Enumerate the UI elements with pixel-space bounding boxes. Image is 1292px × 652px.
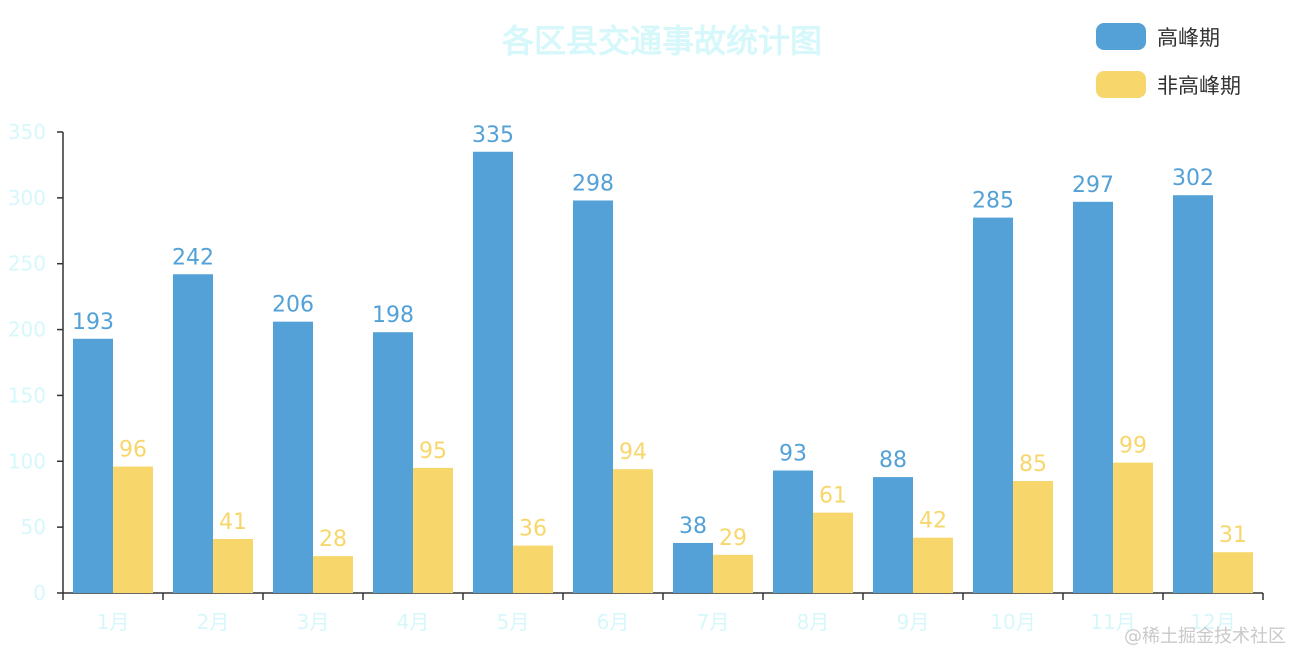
bar <box>913 537 953 593</box>
bar <box>773 470 813 593</box>
bar <box>613 469 653 593</box>
watermark: @稀土掘金技术社区 <box>1124 626 1286 647</box>
data-label: 95 <box>419 439 447 464</box>
bar <box>313 556 353 593</box>
bar <box>1013 481 1053 593</box>
bar <box>973 217 1013 593</box>
data-label: 36 <box>519 517 547 542</box>
y-tick-label: 150 <box>8 383 46 407</box>
y-tick-label: 0 <box>33 581 46 605</box>
y-tick-label: 200 <box>8 318 46 342</box>
bar <box>573 200 613 593</box>
data-label: 85 <box>1019 452 1047 477</box>
bar <box>873 477 913 593</box>
data-label: 302 <box>1172 166 1214 191</box>
y-axis: 0 50 100 150 200 250 300 350 <box>8 120 64 605</box>
data-label: 31 <box>1219 523 1247 548</box>
y-tick-label: 250 <box>8 252 46 276</box>
bar <box>813 512 853 593</box>
bar <box>213 538 253 593</box>
x-tick-label: 4月 <box>397 610 430 634</box>
bar <box>1113 462 1153 593</box>
data-label: 96 <box>119 438 147 463</box>
x-tick-label: 5月 <box>497 610 530 634</box>
legend-label: 非高峰期 <box>1157 74 1241 98</box>
x-tick-label: 10月 <box>990 610 1035 634</box>
x-tick-label: 6月 <box>597 610 630 634</box>
y-tick-label: 50 <box>21 515 46 539</box>
bars <box>73 151 1253 594</box>
data-label: 198 <box>372 303 414 328</box>
x-tick-label: 1月 <box>97 610 130 634</box>
bar <box>113 466 153 593</box>
x-tick-label: 3月 <box>297 610 330 634</box>
bar <box>1073 201 1113 593</box>
data-label: 242 <box>172 245 214 270</box>
data-label: 297 <box>1072 173 1114 198</box>
data-labels: 193 96 242 41 206 28 198 95 335 36 298 94 38 29 93 61 88… <box>72 123 1247 552</box>
x-tick-label: 11月 <box>1090 610 1135 634</box>
bar <box>173 274 213 593</box>
data-label: 99 <box>1119 434 1147 459</box>
bar <box>513 545 553 593</box>
data-label: 61 <box>819 484 847 509</box>
chart-title: 各区县交通事故统计图 <box>502 22 822 60</box>
x-tick-label: 7月 <box>697 610 730 634</box>
x-axis: 1月 2月 3月 4月 5月 6月 7月 8月 9月 10月 11月 12月 <box>62 592 1264 634</box>
y-tick-label: 100 <box>8 449 46 473</box>
data-label: 298 <box>572 171 614 196</box>
bar <box>413 467 453 593</box>
data-label: 93 <box>779 442 807 467</box>
bar <box>1173 195 1213 594</box>
legend-swatch <box>1096 23 1146 50</box>
y-tick-label: 300 <box>8 186 46 210</box>
data-label: 94 <box>619 440 647 465</box>
data-label: 29 <box>719 526 747 551</box>
data-label: 285 <box>972 189 1014 214</box>
x-tick-label: 8月 <box>797 610 830 634</box>
data-label: 42 <box>919 509 947 534</box>
bar <box>273 321 313 593</box>
x-tick-label: 9月 <box>897 610 930 634</box>
legend-label: 高峰期 <box>1157 26 1220 50</box>
legend-swatch <box>1096 71 1146 98</box>
x-tick-label: 12月 <box>1190 610 1235 634</box>
data-label: 193 <box>72 310 114 335</box>
data-label: 28 <box>319 527 347 552</box>
data-label: 206 <box>272 293 314 318</box>
x-tick-label: 2月 <box>197 610 230 634</box>
bar <box>673 542 713 593</box>
bar <box>473 151 513 593</box>
bar <box>1213 552 1253 593</box>
bar <box>373 332 413 593</box>
data-label: 41 <box>219 510 247 535</box>
data-label: 38 <box>679 514 707 539</box>
data-label: 335 <box>472 123 514 148</box>
data-label: 88 <box>879 448 907 473</box>
bar <box>713 554 753 593</box>
bar <box>73 338 113 593</box>
y-tick-label: 350 <box>8 120 46 144</box>
